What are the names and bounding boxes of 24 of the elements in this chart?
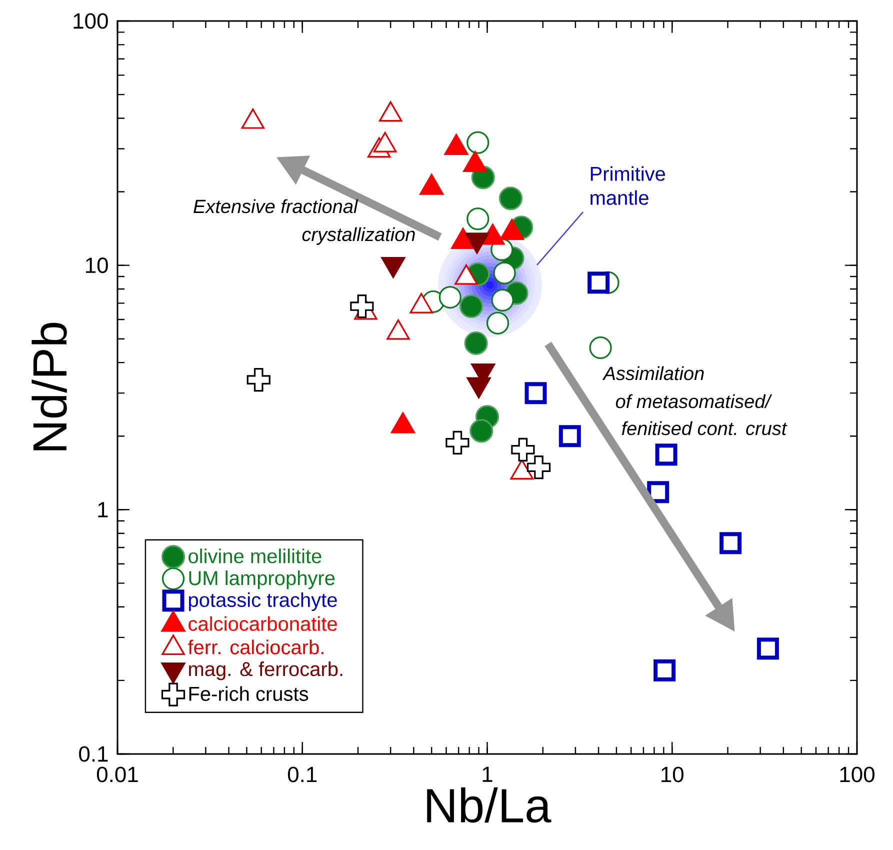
annotation: crystallization (302, 227, 415, 245)
legend-label: calciocarbonatite (188, 616, 337, 631)
legend-label: UM lamprophyre (189, 570, 335, 590)
x-tick-label: 0.01 (96, 766, 138, 782)
y-tick-label: 1 (98, 502, 108, 518)
annotation: Primitive mantle (590, 166, 666, 205)
x-tick-label: 1 (482, 766, 492, 782)
x-tick-label: 100 (840, 766, 874, 782)
x-axis-title: Nb/La (427, 787, 552, 823)
legend-label: olivine melilitite (188, 548, 322, 564)
x-tick-label: 0.1 (288, 766, 317, 782)
y-tick-label: 100 (74, 13, 108, 29)
y-tick-label: 0.1 (79, 746, 108, 762)
annotation: of metasomatised/ (616, 394, 772, 408)
x-tick-label: 10 (662, 766, 684, 782)
y-tick-label: 10 (86, 258, 108, 274)
annotation: Extensive fractional (194, 199, 358, 214)
annotation: fenitised cont. crust (622, 421, 788, 436)
legend-label: ferr. calciocarb. (188, 640, 324, 654)
legend-label: mag. & ferrocarb. (189, 661, 342, 680)
annotation: Assimilation (602, 366, 704, 380)
legend-label: Fe-rich crusts (189, 686, 308, 701)
y-axis-title: Nd/Pb (32, 322, 67, 450)
legend-label: potassic trachyte (189, 592, 337, 611)
